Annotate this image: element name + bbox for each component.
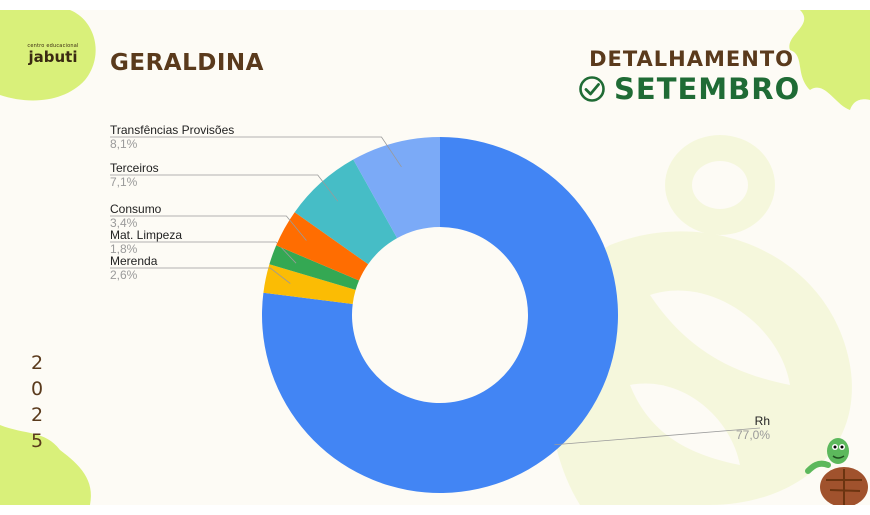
slice-percent-label: 8,1% [110, 137, 138, 151]
slice-label: Rh [755, 414, 770, 428]
slice-percent-label: 1,8% [110, 242, 138, 256]
month-heading: SETEMBRO [578, 72, 800, 106]
bottom-left-blob [0, 425, 91, 505]
slice-percent-label: 2,6% [110, 268, 138, 282]
slice-percent-label: 3,4% [110, 216, 138, 230]
check-circle-icon [579, 76, 605, 102]
slice-percent-label: 7,1% [110, 175, 138, 189]
slice-label: Transfências Provisões [110, 123, 234, 137]
donut-slice-mat-limpeza [269, 245, 360, 290]
slice-label: Merenda [110, 254, 158, 268]
turtle-mascot-icon [805, 438, 868, 505]
slice-label: Terceiros [110, 161, 159, 175]
leader-line [110, 174, 339, 202]
logo-wordmark: jabuti [28, 48, 78, 66]
donut-slice-consumo [276, 212, 369, 281]
school-name: GERALDINA [110, 50, 264, 76]
leader-line [110, 267, 291, 284]
leader-line [110, 136, 402, 168]
faded-turtle-watermark [548, 135, 852, 505]
donut-slice-transf-ncias-provis-es [353, 137, 440, 239]
logo: centro educacional jabuti [18, 43, 88, 66]
donut-slice-merenda [263, 264, 356, 304]
donut-slice-rh [262, 137, 618, 494]
year-digit: 2 [30, 404, 44, 426]
leader-line [554, 427, 761, 446]
top-left-blob [0, 10, 96, 101]
donut-slice-terceiros [294, 159, 398, 265]
leader-line [110, 215, 307, 241]
slice-label: Consumo [110, 202, 162, 216]
detail-title: DETALHAMENTO [589, 47, 794, 71]
top-right-leaf [789, 10, 870, 110]
year-digit: 0 [30, 378, 44, 400]
slice-label: Mat. Limpeza [110, 228, 182, 242]
leader-line [110, 241, 297, 264]
logo-subtitle: centro educacional [27, 43, 79, 49]
year-vertical: 2 0 2 5 [28, 350, 46, 454]
year-digit: 5 [30, 430, 44, 452]
slide: centro educacional jabuti GERALDINA DETA… [0, 10, 870, 505]
month-label: SETEMBRO [614, 72, 801, 106]
slice-percent-label: 77,0% [736, 428, 770, 442]
year-digit: 2 [30, 352, 44, 374]
